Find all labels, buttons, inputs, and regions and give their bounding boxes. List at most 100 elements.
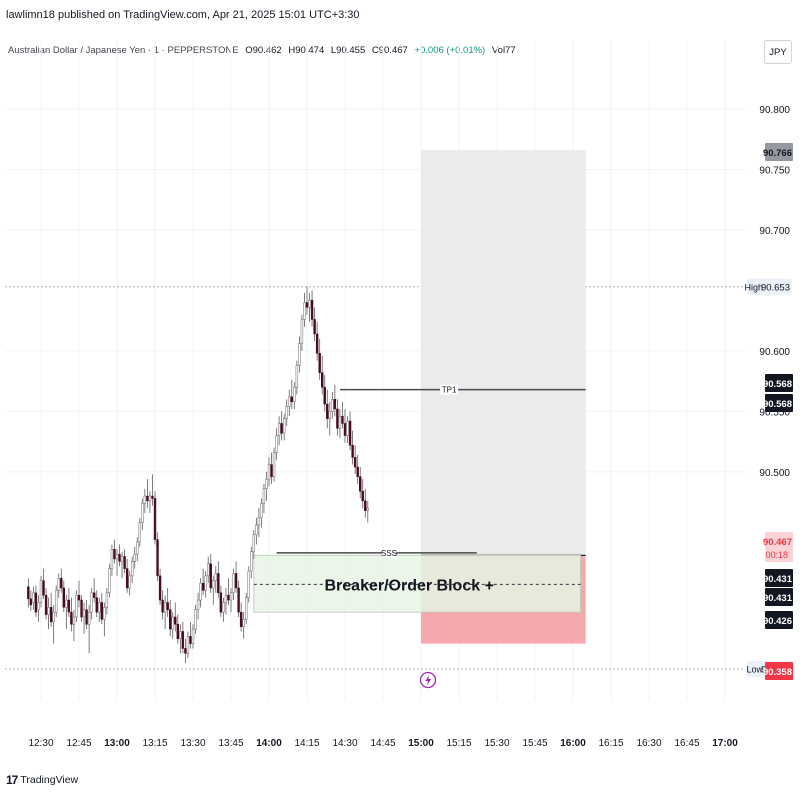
candle-body xyxy=(313,319,316,335)
candle-body xyxy=(346,420,349,436)
sss-label-bg xyxy=(382,547,396,558)
candle-body xyxy=(120,556,124,562)
candle xyxy=(300,314,304,351)
candle xyxy=(62,580,65,613)
candle xyxy=(341,401,344,429)
candle-body xyxy=(250,551,253,572)
candle xyxy=(169,600,172,637)
x-tick-label: 13:00 xyxy=(104,738,130,749)
candle-body xyxy=(60,578,63,589)
y-tick-label: 90.500 xyxy=(759,468,790,479)
candle xyxy=(303,292,306,327)
candle xyxy=(217,561,220,598)
candle-body xyxy=(90,592,93,613)
candle xyxy=(356,454,359,484)
candle xyxy=(72,609,76,642)
candle-body xyxy=(318,353,321,373)
candle xyxy=(174,602,177,632)
candle xyxy=(219,585,223,617)
candle xyxy=(298,336,301,373)
candle-body xyxy=(110,549,114,569)
volume-value: Vol77 xyxy=(491,45,516,56)
x-tick-label: 16:15 xyxy=(598,738,623,749)
candle-body xyxy=(257,517,261,526)
x-tick-label: 14:45 xyxy=(370,738,395,749)
candle-body xyxy=(77,594,81,601)
target-zone xyxy=(421,150,586,556)
candle-body xyxy=(85,609,88,625)
candle-body xyxy=(171,616,174,630)
candle-body xyxy=(146,495,149,502)
candle-body xyxy=(262,488,266,504)
x-tick-label: 13:15 xyxy=(142,738,167,749)
candle xyxy=(333,384,337,417)
candle xyxy=(212,575,215,605)
ohlc-low: L90.455 xyxy=(330,45,366,56)
candle-body xyxy=(65,599,68,608)
x-tick-label: 15:45 xyxy=(522,738,547,749)
candle xyxy=(313,307,316,342)
candle-body xyxy=(290,396,294,402)
candle xyxy=(57,573,60,598)
candle-body xyxy=(298,343,301,366)
candle xyxy=(95,590,98,617)
candle xyxy=(204,571,207,598)
candle-body xyxy=(351,444,354,458)
candle xyxy=(179,624,182,654)
candle-body xyxy=(285,406,288,419)
x-tick-label: 14:15 xyxy=(294,738,319,749)
x-tick-label: 14:30 xyxy=(332,738,357,749)
candle xyxy=(229,587,233,613)
candle-body xyxy=(361,490,364,502)
candle-body xyxy=(245,597,248,620)
candle-body xyxy=(105,592,109,608)
candle xyxy=(323,375,326,412)
candle xyxy=(250,546,253,579)
candle-body xyxy=(70,611,73,625)
candle xyxy=(255,517,258,545)
candle xyxy=(265,471,268,501)
candle-body xyxy=(209,563,212,589)
currency-button[interactable]: JPY xyxy=(764,40,792,64)
high-tag-bg xyxy=(747,278,792,295)
candle-body xyxy=(356,466,359,477)
candle xyxy=(55,585,58,617)
tradingview-logo[interactable]: 17 TradingView xyxy=(6,773,78,787)
price-tag: 90.766 xyxy=(763,148,792,159)
candle xyxy=(348,411,352,451)
candle xyxy=(359,467,362,499)
candle-body xyxy=(44,594,48,615)
price-tag-bg xyxy=(765,569,793,587)
candle-body xyxy=(217,573,220,594)
candle xyxy=(143,488,147,513)
candle-body xyxy=(265,478,268,490)
candle xyxy=(161,590,164,620)
candle xyxy=(270,452,273,484)
candle-body xyxy=(37,602,40,610)
candle-body xyxy=(100,602,103,620)
candle xyxy=(49,592,53,627)
y-tick-label: 90.600 xyxy=(759,347,790,358)
candle-body xyxy=(366,507,370,511)
symbol-name[interactable]: Australian Dollar / Japanese Yen · 1 · P… xyxy=(8,45,239,56)
time-axis: 12:30 12:45 13:00 13:15 13:30 13:45 14:00 14:15… xyxy=(28,738,738,749)
candle-body xyxy=(321,372,324,388)
candle-body xyxy=(166,602,169,610)
candle xyxy=(288,389,291,417)
candle xyxy=(242,612,245,639)
candle xyxy=(257,508,261,538)
candle-body xyxy=(270,464,273,477)
candle xyxy=(67,587,71,617)
candle xyxy=(115,549,119,576)
candle-body xyxy=(75,594,78,618)
candle xyxy=(85,600,88,630)
candle xyxy=(308,292,311,322)
candle xyxy=(290,379,294,409)
candle-body xyxy=(184,648,187,654)
candle xyxy=(277,416,281,446)
candle-body xyxy=(176,623,180,640)
candle-body xyxy=(42,580,45,596)
candle-body xyxy=(219,592,223,613)
candle xyxy=(343,408,347,443)
